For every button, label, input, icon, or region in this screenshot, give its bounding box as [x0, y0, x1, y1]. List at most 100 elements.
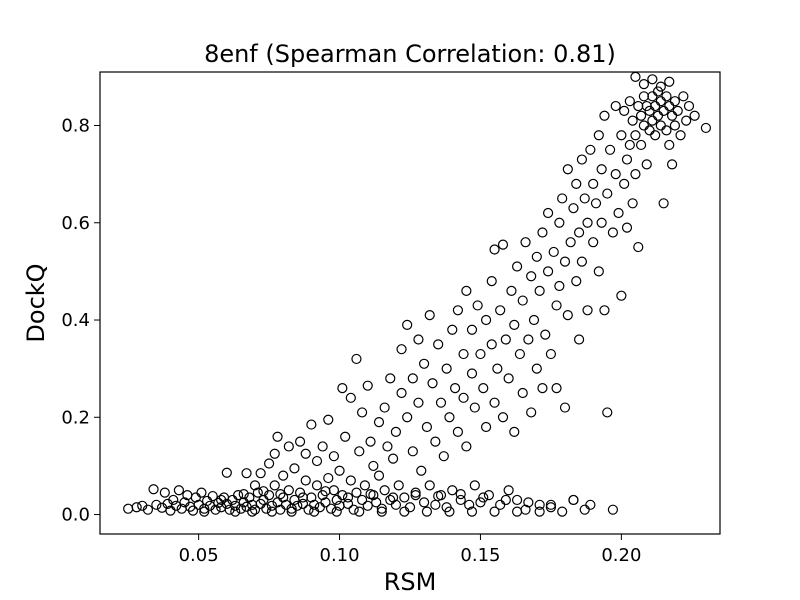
data-point	[511, 494, 523, 506]
data-point	[579, 193, 590, 204]
data-point	[585, 144, 596, 155]
data-point	[537, 227, 548, 238]
data-point	[385, 373, 396, 384]
data-point	[616, 290, 627, 301]
data-point	[562, 164, 573, 175]
data-point	[503, 373, 514, 384]
data-point	[263, 458, 275, 469]
data-point	[647, 74, 658, 85]
data-point	[672, 105, 683, 117]
data-point	[356, 407, 368, 418]
data-point	[652, 86, 664, 97]
data-point	[480, 314, 492, 326]
data-point	[480, 421, 492, 433]
data-point	[356, 494, 368, 506]
data-point	[542, 207, 554, 219]
data-point	[294, 436, 306, 447]
data-point	[247, 506, 258, 517]
data-point	[675, 130, 686, 141]
data-point	[497, 412, 509, 423]
data-point	[517, 295, 528, 306]
data-point	[635, 139, 647, 151]
data-point	[537, 383, 548, 394]
data-point	[523, 334, 534, 345]
data-point	[325, 503, 337, 514]
data-point	[548, 246, 559, 258]
data-point	[644, 125, 655, 136]
data-point	[289, 463, 300, 474]
data-point	[579, 504, 590, 515]
data-point	[354, 446, 365, 457]
data-point	[244, 492, 255, 503]
data-point	[607, 504, 619, 515]
data-point	[416, 465, 427, 476]
data-point	[382, 441, 393, 452]
y-tick-label: 0.8	[61, 115, 90, 136]
y-tick-label: 0.2	[61, 407, 90, 428]
data-point	[283, 441, 294, 452]
plot-area-frame	[99, 71, 721, 535]
data-point	[362, 500, 373, 511]
data-point	[410, 487, 421, 498]
data-point	[266, 506, 278, 517]
data-point	[678, 91, 689, 102]
data-point	[266, 500, 278, 511]
data-point	[655, 120, 666, 131]
data-point	[351, 353, 362, 365]
data-point	[576, 154, 588, 165]
data-point	[621, 154, 633, 165]
data-point	[311, 455, 323, 467]
data-point	[489, 244, 500, 255]
data-point	[492, 363, 503, 374]
data-point	[483, 489, 495, 501]
data-point	[278, 470, 289, 481]
data-point	[661, 91, 672, 102]
data-point	[235, 503, 247, 514]
data-point	[489, 397, 500, 408]
data-point	[283, 485, 294, 496]
data-point	[311, 480, 323, 491]
data-point	[478, 492, 489, 503]
data-point	[700, 122, 712, 134]
data-point	[469, 480, 480, 491]
data-point	[573, 334, 585, 345]
data-point	[610, 169, 621, 180]
data-point	[531, 251, 542, 262]
data-point	[379, 485, 390, 496]
data-point	[475, 497, 486, 508]
data-point	[528, 314, 540, 326]
data-point	[421, 421, 433, 433]
data-point	[269, 480, 280, 491]
data-point	[616, 130, 627, 141]
data-point	[320, 486, 331, 497]
data-point	[455, 494, 466, 506]
data-point	[309, 506, 320, 517]
data-point	[633, 100, 644, 112]
data-point	[272, 431, 283, 442]
data-point	[396, 387, 407, 399]
data-point	[433, 339, 444, 350]
data-point	[633, 241, 644, 253]
data-point	[148, 484, 159, 495]
data-point	[359, 480, 371, 491]
data-point	[635, 110, 647, 121]
data-point	[444, 412, 455, 423]
data-point	[331, 494, 342, 506]
data-point	[655, 81, 666, 92]
data-point	[230, 500, 241, 511]
data-point	[297, 498, 309, 509]
data-point	[638, 79, 650, 90]
data-point	[424, 480, 435, 491]
data-point	[540, 329, 551, 340]
data-point	[573, 227, 585, 238]
data-point	[613, 207, 624, 219]
data-point	[489, 506, 500, 517]
data-point	[495, 305, 506, 316]
data-point	[399, 506, 410, 517]
data-point	[373, 470, 385, 481]
data-point	[582, 217, 593, 228]
data-point	[371, 497, 382, 508]
data-point	[545, 499, 557, 510]
data-point	[354, 506, 365, 517]
data-point	[526, 271, 537, 282]
